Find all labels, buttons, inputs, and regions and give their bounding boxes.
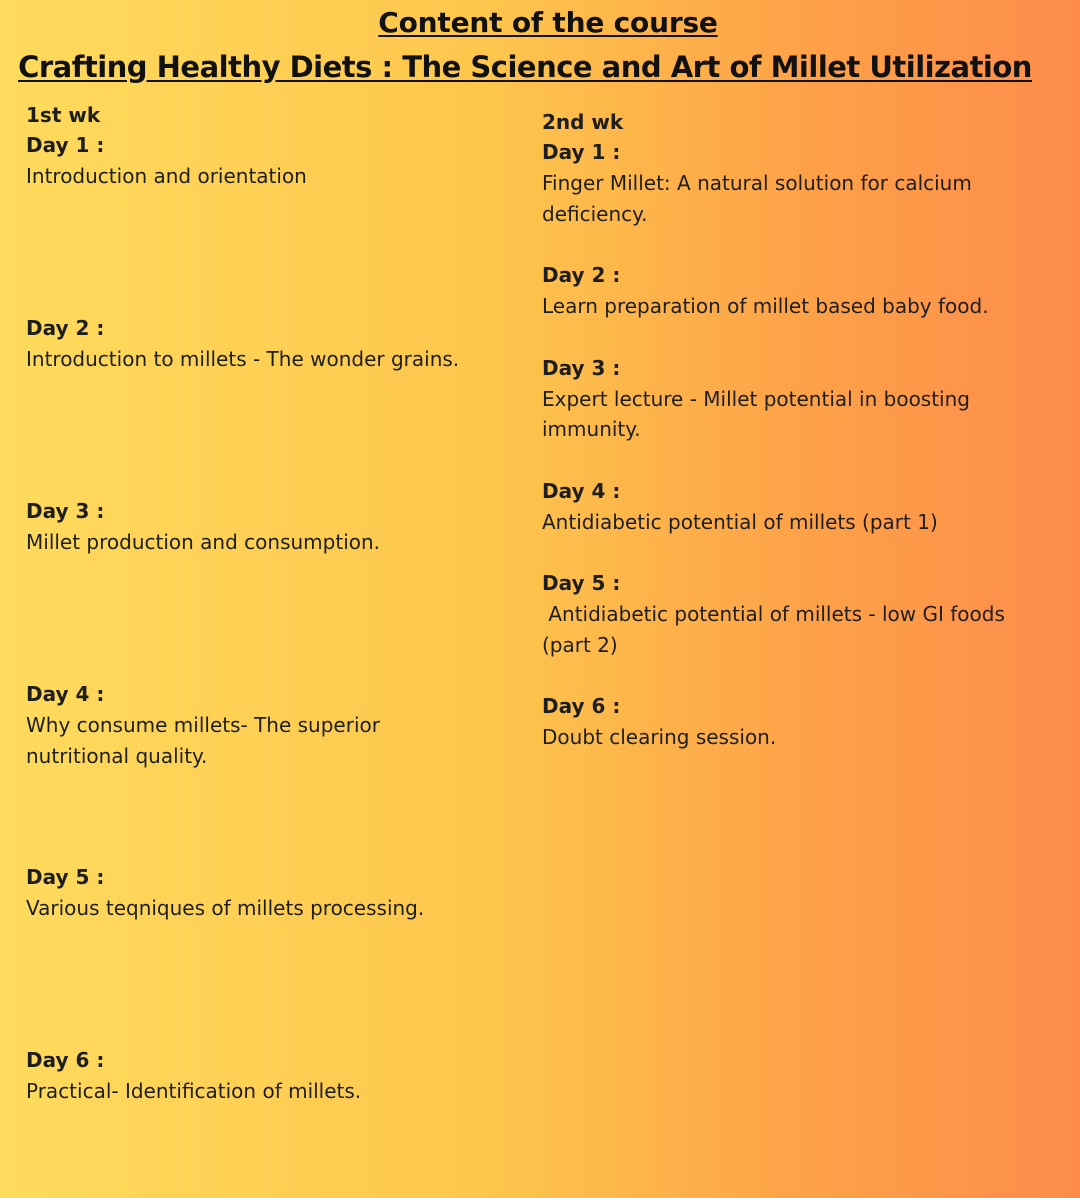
day-entry: Day 5 : Antidiabetic potential of millet… [542,568,1005,660]
day-description-line: Various teqniques of millets processing. [26,896,425,920]
day-entry: Day 6 : Practical- Identification of mill… [26,1045,459,1198]
day-label: Day 4 : [26,682,105,706]
day-entry: Day 5 : Various teqniques of millets proc… [26,862,459,1015]
day-entry: Day 1 : Introduction and orientation [26,130,459,283]
day-description-line: Antidiabetic potential of millets - low … [542,602,1005,626]
day-description-line: Practical- Identification of millets. [26,1079,362,1103]
day-label: Day 6 : [542,694,621,718]
day-entry: Day 2 : Learn preparation of millet based… [542,260,1005,322]
day-description-line: Millet production and consumption. [26,530,381,554]
day-description-line: Antidiabetic potential of millets (part … [542,509,938,534]
day-description-line: nutritional quality. [26,743,208,768]
day-description-line: Finger Millet: A natural solution for ca… [542,171,972,195]
day-label: Day 2 : [542,263,621,287]
day-entry: Day 3 : Expert lecture - Millet potential… [542,353,1005,445]
day-label: Day 3 : [26,499,105,523]
day-label: Day 1 : [26,133,105,157]
day-label: Day 5 : [26,865,105,889]
day-description-line: (part 2) [542,632,618,657]
day-description-line: Doubt clearing session. [542,725,777,749]
day-description-line: Introduction to millets - The wonder gra… [26,347,460,371]
day-label: Day 5 : [542,571,621,595]
day-label: Day 4 : [542,478,621,503]
day-entry: Day 1 : Finger Millet: A natural solution… [542,137,1005,229]
day-label: Day 6 : [26,1048,105,1072]
day-description-line: Introduction and orientation [26,164,307,188]
week1-column: 1st wk Day 1 : Introduction and orientati… [26,100,459,1198]
week2-column: 2nd wk Day 1 : Finger Millet: A natural s… [542,107,1005,753]
day-label: Day 2 : [26,316,105,340]
week2-label: 2nd wk [542,110,624,134]
day-description-line: deficiency. [542,201,648,226]
course-content-title: Content of the course [378,6,718,39]
course-subtitle: Crafting Healthy Diets : The Science and… [18,50,1032,84]
day-entry: Day 3 : Millet production and consumption… [26,496,459,649]
day-entry: Day 4 : Why consume millets- The superior… [26,679,459,832]
day-entry: Day 2 : Introduction to millets - The won… [26,313,459,466]
week1-label: 1st wk [26,103,101,127]
day-description-line: immunity. [542,417,641,441]
day-description-line: Why consume millets- The superior [26,713,380,737]
day-label: Day 1 : [542,140,621,164]
day-entry: Day 4 : Antidiabetic potential of millets… [542,476,1005,538]
day-description-line: Learn preparation of millet based baby f… [542,294,989,318]
day-label: Day 3 : [542,355,621,380]
day-description-line: Expert lecture - Millet potential in boo… [542,386,970,411]
day-entry: Day 6 : Doubt clearing session. [542,691,1005,753]
